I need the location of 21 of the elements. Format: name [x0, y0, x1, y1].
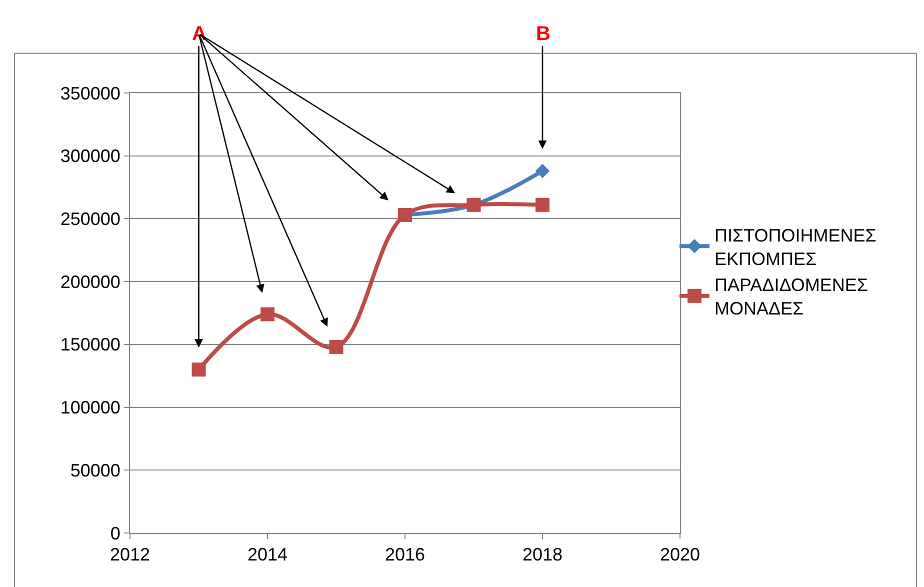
x-tick-label: 2014 — [247, 544, 288, 565]
point — [535, 164, 550, 178]
y-tick-label: 150000 — [60, 334, 120, 355]
y-tick-label: 100000 — [60, 398, 120, 418]
x-tick-label: 2012 — [110, 544, 150, 565]
x-tick-label: 2016 — [384, 544, 426, 565]
point — [192, 362, 206, 377]
y-tick-label: 50000 — [70, 460, 120, 480]
y-tick-label: 250000 — [60, 209, 120, 230]
point — [329, 340, 344, 354]
x-tick-label: 2018 — [522, 544, 563, 565]
y-tick-label: 350000 — [60, 83, 120, 104]
y-tick-label: 0 — [110, 523, 120, 544]
x-tick-label: 2020 — [660, 544, 700, 565]
legend-label: ΠΑΡΑΔΙΔΟΜΕΝΕΣ ΜΟΝΑΔΕΣ — [714, 275, 868, 319]
point — [536, 198, 550, 212]
y-tick-label: 200000 — [60, 272, 120, 292]
point — [260, 307, 274, 322]
y-tick-label: 300000 — [60, 146, 120, 166]
annotation: B — [536, 23, 550, 45]
legend-label: ΠΙΣΤΟΠΟΙΗΜΕΝΕΣ ΕΚΠΟΜΠΕΣ — [714, 225, 876, 269]
